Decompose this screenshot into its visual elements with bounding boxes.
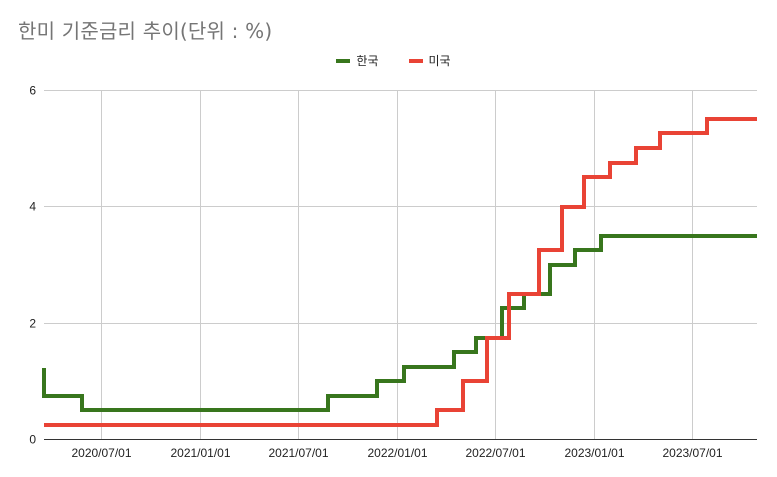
y-tick-label: 0 bbox=[29, 433, 36, 447]
legend-item-korea[interactable]: 한국 bbox=[336, 52, 379, 69]
legend-swatch-us bbox=[408, 58, 423, 63]
series-line-korea bbox=[42, 234, 757, 412]
x-tick-label: 2022/07/01 bbox=[465, 446, 525, 460]
y-tick-label: 4 bbox=[29, 200, 36, 214]
x-tick-label: 2023/07/01 bbox=[662, 446, 722, 460]
chart-title: 한미 기준금리 추이(단위 : %) bbox=[18, 19, 273, 43]
x-tick-label: 2021/01/01 bbox=[170, 446, 230, 460]
y-axis: 0 2 4 6 bbox=[29, 84, 36, 447]
x-tick-label: 2023/01/01 bbox=[564, 446, 624, 460]
gridlines bbox=[44, 90, 757, 439]
legend-label-korea: 한국 bbox=[356, 54, 379, 68]
legend-item-us[interactable]: 미국 bbox=[408, 52, 451, 69]
x-tick-label: 2021/07/01 bbox=[268, 446, 328, 460]
series-line-us bbox=[44, 117, 757, 427]
x-tick-label: 2020/07/01 bbox=[71, 446, 131, 460]
x-tick-label: 2022/01/01 bbox=[367, 446, 427, 460]
y-tick-label: 2 bbox=[29, 317, 36, 331]
x-axis: 2020/07/01 2021/01/01 2021/07/01 2022/01/01… bbox=[71, 446, 722, 460]
legend-label-us: 미국 bbox=[428, 54, 451, 68]
chart-legend: 한국 미국 bbox=[0, 52, 777, 69]
legend-swatch-korea bbox=[336, 58, 351, 63]
y-tick-label: 6 bbox=[29, 84, 36, 98]
